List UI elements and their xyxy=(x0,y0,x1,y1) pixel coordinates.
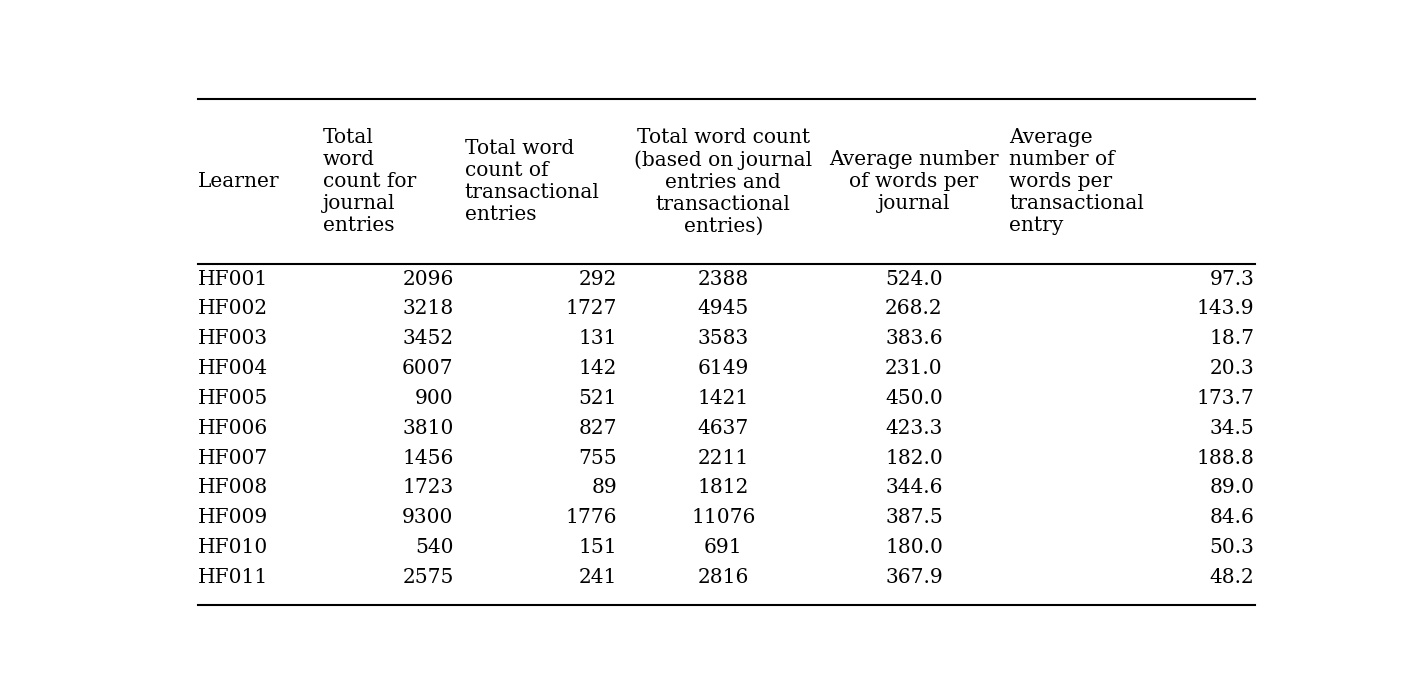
Text: HF005: HF005 xyxy=(197,389,267,408)
Text: 2575: 2575 xyxy=(402,568,454,587)
Text: Total
word
count for
journal
entries: Total word count for journal entries xyxy=(323,128,416,235)
Text: 900: 900 xyxy=(415,389,454,408)
Text: 182.0: 182.0 xyxy=(886,448,943,468)
Text: 367.9: 367.9 xyxy=(886,568,943,587)
Text: HF007: HF007 xyxy=(197,448,267,468)
Text: 755: 755 xyxy=(578,448,617,468)
Text: 3583: 3583 xyxy=(697,329,749,348)
Text: HF010: HF010 xyxy=(197,538,267,557)
Text: HF002: HF002 xyxy=(197,300,267,318)
Text: 180.0: 180.0 xyxy=(884,538,943,557)
Text: 691: 691 xyxy=(704,538,742,557)
Text: 9300: 9300 xyxy=(402,509,454,527)
Text: 2388: 2388 xyxy=(697,270,749,289)
Text: HF003: HF003 xyxy=(197,329,267,348)
Text: HF001: HF001 xyxy=(197,270,267,289)
Text: 6149: 6149 xyxy=(697,359,749,378)
Text: 268.2: 268.2 xyxy=(886,300,943,318)
Text: 34.5: 34.5 xyxy=(1209,419,1254,438)
Text: 131: 131 xyxy=(578,329,617,348)
Text: Total word
count of
transactional
entries: Total word count of transactional entrie… xyxy=(464,139,599,224)
Text: 383.6: 383.6 xyxy=(886,329,943,348)
Text: HF009: HF009 xyxy=(197,509,267,527)
Text: 3452: 3452 xyxy=(402,329,454,348)
Text: 20.3: 20.3 xyxy=(1209,359,1254,378)
Text: 188.8: 188.8 xyxy=(1197,448,1254,468)
Text: 4637: 4637 xyxy=(697,419,749,438)
Text: 524.0: 524.0 xyxy=(886,270,943,289)
Text: 89: 89 xyxy=(592,478,617,498)
Text: 292: 292 xyxy=(579,270,617,289)
Text: HF006: HF006 xyxy=(197,419,267,438)
Text: 143.9: 143.9 xyxy=(1197,300,1254,318)
Text: 423.3: 423.3 xyxy=(886,419,942,438)
Text: 48.2: 48.2 xyxy=(1209,568,1254,587)
Text: 241: 241 xyxy=(579,568,617,587)
Text: 3218: 3218 xyxy=(402,300,454,318)
Text: 540: 540 xyxy=(415,538,454,557)
Text: Total word count
(based on journal
entries and
transactional
entries): Total word count (based on journal entri… xyxy=(634,128,813,235)
Text: Learner: Learner xyxy=(197,172,280,191)
Text: 4945: 4945 xyxy=(697,300,749,318)
Text: 521: 521 xyxy=(578,389,617,408)
Text: Average number
of words per
journal: Average number of words per journal xyxy=(830,150,998,213)
Text: 827: 827 xyxy=(578,419,617,438)
Text: 142: 142 xyxy=(579,359,617,378)
Text: 1776: 1776 xyxy=(565,509,617,527)
Text: 2096: 2096 xyxy=(402,270,454,289)
Text: 1456: 1456 xyxy=(402,448,454,468)
Text: 2211: 2211 xyxy=(697,448,749,468)
Text: 6007: 6007 xyxy=(402,359,454,378)
Text: HF011: HF011 xyxy=(197,568,267,587)
Text: 89.0: 89.0 xyxy=(1209,478,1254,498)
Text: 450.0: 450.0 xyxy=(886,389,943,408)
Text: 3810: 3810 xyxy=(402,419,454,438)
Text: 344.6: 344.6 xyxy=(886,478,943,498)
Text: Average
number of
words per
transactional
entry: Average number of words per transactiona… xyxy=(1010,128,1144,235)
Text: 231.0: 231.0 xyxy=(886,359,943,378)
Text: 50.3: 50.3 xyxy=(1209,538,1254,557)
Text: 1727: 1727 xyxy=(565,300,617,318)
Text: 2816: 2816 xyxy=(697,568,749,587)
Text: 387.5: 387.5 xyxy=(886,509,943,527)
Text: 151: 151 xyxy=(578,538,617,557)
Text: 173.7: 173.7 xyxy=(1197,389,1254,408)
Text: 18.7: 18.7 xyxy=(1209,329,1254,348)
Text: 1421: 1421 xyxy=(697,389,749,408)
Text: 97.3: 97.3 xyxy=(1209,270,1254,289)
Text: 1723: 1723 xyxy=(402,478,454,498)
Text: 1812: 1812 xyxy=(697,478,749,498)
Text: HF004: HF004 xyxy=(197,359,267,378)
Text: HF008: HF008 xyxy=(197,478,267,498)
Text: 11076: 11076 xyxy=(692,509,755,527)
Text: 84.6: 84.6 xyxy=(1209,509,1254,527)
